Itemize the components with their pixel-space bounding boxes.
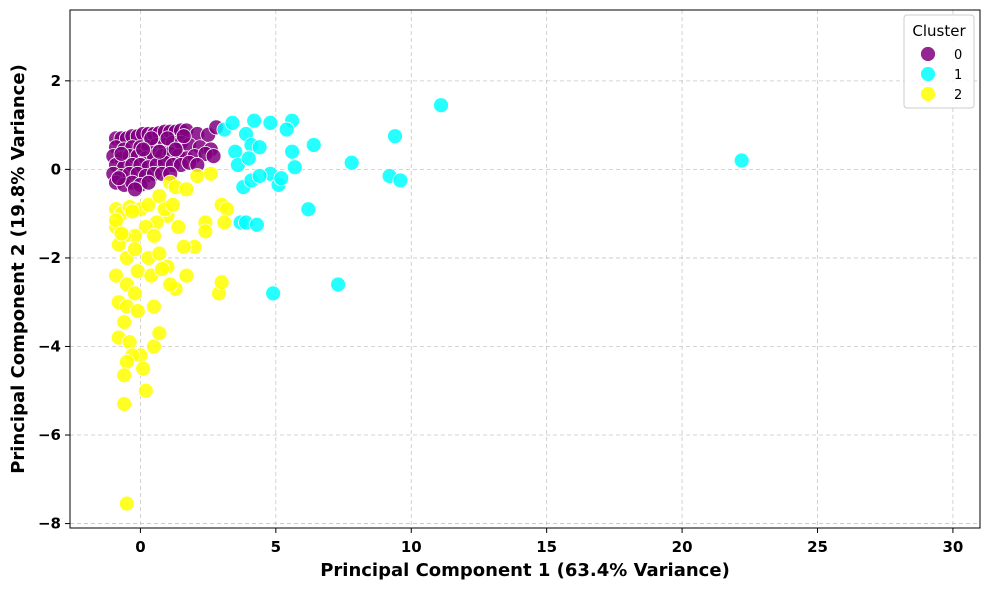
data-point-cluster-2 <box>146 338 162 355</box>
data-point-cluster-2 <box>178 181 195 198</box>
legend-label-0: 0 <box>954 48 962 63</box>
data-point-cluster-2 <box>113 225 130 242</box>
data-point-cluster-1 <box>251 139 268 156</box>
data-point-cluster-1 <box>248 216 265 233</box>
data-point-cluster-0 <box>159 130 176 147</box>
data-point-cluster-1 <box>343 154 360 171</box>
data-point-cluster-2 <box>154 261 170 277</box>
data-point-cluster-0 <box>140 174 157 191</box>
data-point-cluster-2 <box>219 201 235 218</box>
x-tick-label: 15 <box>536 538 557 556</box>
data-point-cluster-2 <box>202 165 219 182</box>
data-point-cluster-0 <box>175 128 192 145</box>
data-point-cluster-2 <box>213 274 230 291</box>
data-point-cluster-1 <box>286 159 303 176</box>
x-tick-label: 20 <box>672 538 693 556</box>
legend-marker-0 <box>920 46 936 62</box>
data-point-cluster-0 <box>167 141 184 158</box>
data-point-cluster-1 <box>265 285 282 302</box>
data-point-cluster-1 <box>330 276 347 293</box>
data-point-cluster-2 <box>146 227 162 244</box>
y-tick-label: −2 <box>38 249 61 267</box>
data-point-cluster-1 <box>392 172 409 189</box>
data-point-cluster-0 <box>143 130 160 147</box>
legend-box <box>903 14 975 109</box>
data-point-cluster-2 <box>127 285 143 302</box>
legend-marker-1 <box>920 66 936 82</box>
data-point-cluster-2 <box>140 196 157 213</box>
data-point-cluster-2 <box>108 267 124 284</box>
data-point-cluster-2 <box>135 360 152 377</box>
data-point-cluster-1 <box>246 112 263 129</box>
data-point-cluster-0 <box>135 141 152 158</box>
data-point-cluster-0 <box>110 170 127 187</box>
data-point-cluster-2 <box>108 212 124 229</box>
x-tick-label: 25 <box>807 538 828 556</box>
legend-title: Cluster <box>912 22 966 40</box>
data-point-cluster-2 <box>151 245 168 262</box>
data-point-cluster-2 <box>137 382 154 399</box>
plot-frame <box>69 9 981 529</box>
y-tick-label: −4 <box>38 337 61 355</box>
data-point-cluster-2 <box>165 196 181 213</box>
legend-marker-2 <box>920 86 936 102</box>
data-point-cluster-2 <box>146 298 162 315</box>
data-point-cluster-0 <box>205 148 222 165</box>
data-point-cluster-2 <box>175 238 192 255</box>
y-axis-label: Principal Component 2 (19.8% Variance) <box>8 64 29 474</box>
data-point-cluster-2 <box>121 334 138 350</box>
data-point-cluster-2 <box>116 367 133 384</box>
data-point-cluster-0 <box>113 145 130 162</box>
y-tick-label: −8 <box>38 515 61 533</box>
data-point-cluster-1 <box>240 150 257 167</box>
data-point-cluster-1 <box>284 143 300 160</box>
data-point-cluster-2 <box>124 203 141 220</box>
data-point-cluster-0 <box>151 143 168 160</box>
x-tick-label: 10 <box>401 538 422 556</box>
data-point-cluster-2 <box>129 303 146 319</box>
legend-label-1: 1 <box>954 68 962 83</box>
data-point-cluster-0 <box>127 181 143 198</box>
x-tick-label: 0 <box>135 538 145 556</box>
data-point-cluster-1 <box>251 168 268 184</box>
data-point-cluster-1 <box>262 114 279 131</box>
data-point-cluster-2 <box>170 219 187 235</box>
data-point-cluster-2 <box>118 354 135 370</box>
data-point-cluster-1 <box>300 201 317 218</box>
data-point-cluster-2 <box>151 188 168 204</box>
data-point-cluster-2 <box>116 396 133 412</box>
y-tick-label: −6 <box>38 426 61 444</box>
y-tick-label: 2 <box>51 72 61 90</box>
y-tick-label: 0 <box>51 160 61 178</box>
data-point-cluster-2 <box>178 267 195 284</box>
data-point-cluster-1 <box>433 97 449 114</box>
x-axis-label: Principal Component 1 (63.4% Variance) <box>320 560 730 581</box>
data-point-cluster-2 <box>151 325 168 342</box>
data-point-cluster-2 <box>129 263 146 280</box>
data-point-cluster-2 <box>216 214 233 231</box>
data-point-cluster-1 <box>305 137 322 153</box>
data-point-cluster-1 <box>733 152 750 169</box>
data-point-cluster-1 <box>387 128 403 145</box>
legend-label-2: 2 <box>954 88 962 103</box>
data-point-cluster-2 <box>116 314 133 331</box>
data-point-cluster-1 <box>224 114 241 131</box>
data-point-cluster-2 <box>162 276 179 293</box>
data-point-cluster-2 <box>197 223 214 240</box>
data-point-cluster-1 <box>278 121 295 138</box>
x-tick-label: 5 <box>271 538 281 556</box>
data-point-cluster-1 <box>273 170 290 187</box>
data-point-cluster-2 <box>189 168 206 184</box>
data-point-cluster-1 <box>227 143 244 160</box>
x-tick-label: 30 <box>942 538 963 556</box>
data-point-cluster-2 <box>118 495 135 512</box>
data-point-cluster-2 <box>127 241 143 257</box>
